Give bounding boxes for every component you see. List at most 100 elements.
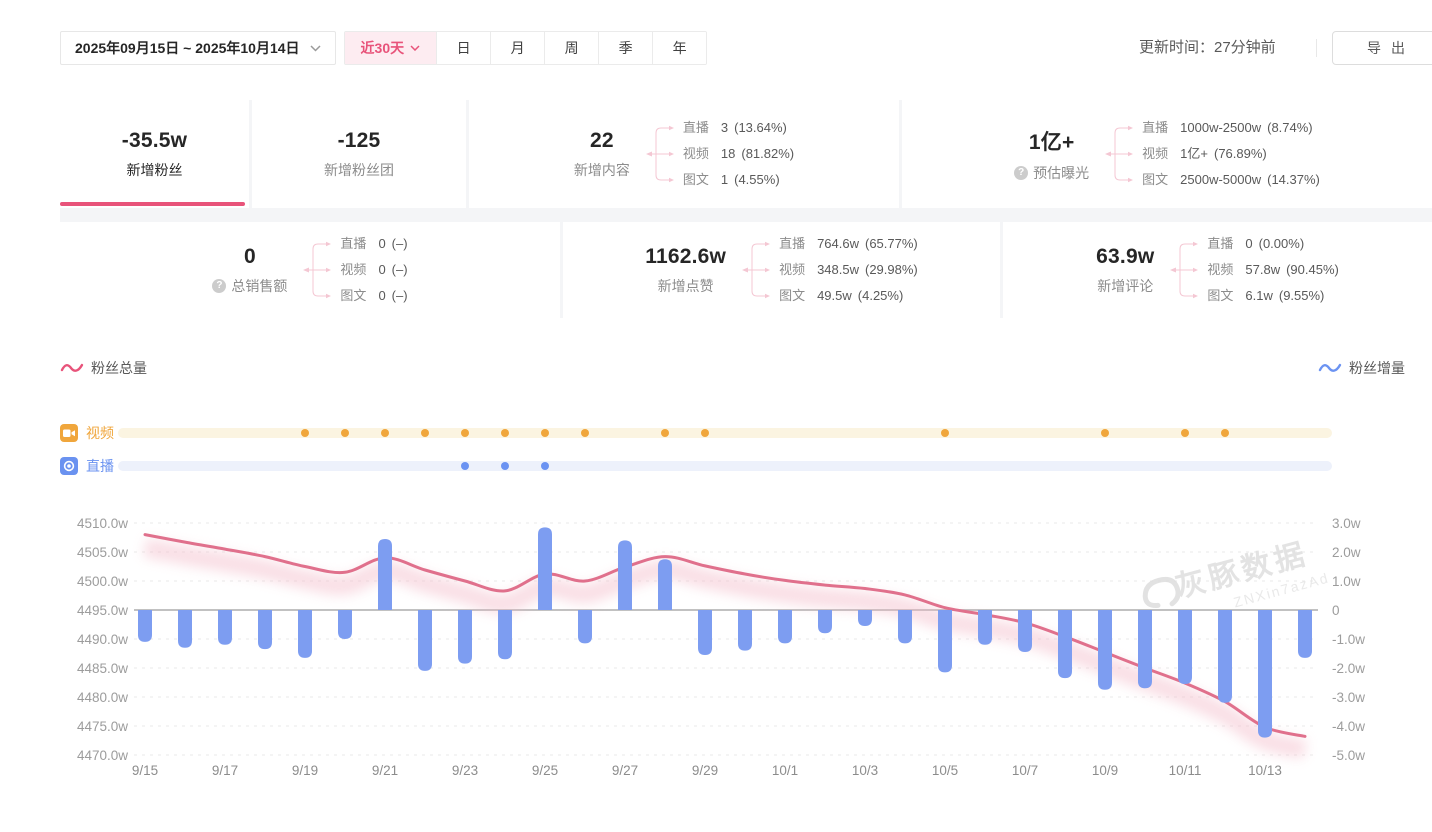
breakdown-value: 764.6w [817, 236, 859, 251]
stat-card-new-comments[interactable]: 63.9w 新增评论 直播 0 (0.00%) 视频 57.8w (90.45%) 图文 6.… [1003, 222, 1432, 318]
breakdown-row: 视频 18 (81.82%) [683, 141, 794, 167]
svg-text:10/1: 10/1 [772, 763, 798, 778]
breakdown-name: 直播 [1142, 120, 1169, 135]
tab-period-月[interactable]: 月 [490, 32, 545, 64]
stat-card-new-content[interactable]: 22 新增内容 直播 3 (13.64%) 视频 18 (81.82%) 图文 1 (4.55%… [469, 100, 899, 208]
live-event-dot[interactable] [461, 462, 469, 470]
svg-text:4490.0w: 4490.0w [77, 632, 128, 647]
svg-text:9/25: 9/25 [532, 763, 558, 778]
breakdown: 直播 3 (13.64%) 视频 18 (81.82%) 图文 1 (4.55%) [645, 115, 794, 193]
breakdown-connector [303, 241, 332, 299]
stat-card-new-fans[interactable]: -35.5w 新增粉丝 [60, 100, 249, 208]
breakdown-rows: 直播 0 (–) 视频 0 (–) 图文 0 (–) [340, 231, 407, 309]
live-timeline-track[interactable] [118, 461, 1332, 471]
stat-value: -125 [337, 128, 381, 152]
video-event-dot[interactable] [301, 429, 309, 437]
video-event-dot[interactable] [661, 429, 669, 437]
legend-total-fans[interactable]: 粉丝总量 [60, 358, 147, 378]
video-event-dot[interactable] [461, 429, 469, 437]
grid-lines [134, 522, 1318, 756]
date-range-text: 2025年09月15日 ~ 2025年10月14日 [75, 40, 300, 56]
breakdown-name: 视频 [1207, 262, 1234, 277]
increment-bar [1218, 610, 1232, 703]
video-event-dot[interactable] [541, 429, 549, 437]
stat-card-estimated-exposure[interactable]: 1亿+ ? 预估曝光 直播 1000w-2500w (8.74%) 视频 1亿+ (76.… [902, 100, 1432, 208]
breakdown-name: 图文 [682, 172, 709, 187]
live-event-dot[interactable] [501, 462, 509, 470]
help-icon[interactable]: ? [1014, 165, 1029, 180]
increment-bar [458, 610, 472, 664]
video-event-dot[interactable] [421, 429, 429, 437]
stat-card-new-fanclub[interactable]: -125 新增粉丝团 [252, 100, 466, 208]
breakdown-value: 18 [720, 146, 736, 161]
stat-value: 1162.6w [645, 244, 727, 268]
increment-bar [258, 610, 272, 650]
live-event-dot[interactable] [541, 462, 549, 470]
svg-text:-5.0w: -5.0w [1332, 748, 1365, 763]
video-event-dot[interactable] [1101, 429, 1109, 437]
breakdown-pct: (9.55%) [1278, 288, 1325, 303]
breakdown-pct: (4.25%) [857, 288, 904, 303]
svg-text:10/11: 10/11 [1169, 763, 1202, 778]
video-event-dot[interactable] [581, 429, 589, 437]
tab-period-季[interactable]: 季 [598, 32, 653, 64]
quick-range-near30days[interactable]: 近30天 [344, 32, 437, 64]
breakdown-value: 1亿+ [1180, 146, 1208, 161]
video-timeline-track[interactable] [118, 428, 1332, 438]
tab-period-周[interactable]: 周 [544, 32, 599, 64]
breakdown-pct: (4.55%) [734, 172, 780, 187]
tab-period-年[interactable]: 年 [652, 32, 707, 64]
tab-period-日[interactable]: 日 [436, 32, 491, 64]
breakdown-row: 图文 0 (–) [340, 283, 407, 309]
svg-text:4495.0w: 4495.0w [77, 603, 128, 618]
breakdown-name: 图文 [779, 288, 806, 303]
video-event-dot[interactable] [1181, 429, 1189, 437]
svg-text:-3.0w: -3.0w [1332, 690, 1365, 705]
stat-label: 新增内容 [573, 161, 630, 178]
increment-bars [138, 527, 1312, 738]
breakdown-pct: (0.00%) [1258, 236, 1305, 251]
date-range-selector[interactable]: 2025年09月15日 ~ 2025年10月14日 [60, 31, 336, 65]
legend-label: 粉丝总量 [91, 360, 147, 376]
svg-text:4510.0w: 4510.0w [77, 516, 128, 531]
stat-card-total-sales[interactable]: 0 ? 总销售额 直播 0 (–) 视频 0 (–) 图文 0 (–) [60, 222, 560, 318]
breakdown-name: 视频 [1142, 146, 1169, 161]
stat-label: 新增评论 [1097, 277, 1154, 294]
breakdown-row: 图文 2500w-5000w (14.37%) [1142, 167, 1320, 193]
breakdown-pct: (29.98%) [865, 262, 918, 277]
increment-bar [738, 610, 752, 651]
breakdown-value: 348.5w [817, 262, 859, 277]
stat-value: 1亿+ [1028, 130, 1075, 154]
video-event-dot[interactable] [701, 429, 709, 437]
video-event-dot[interactable] [941, 429, 949, 437]
breakdown-row: 直播 764.6w (65.77%) [779, 231, 918, 257]
breakdown-name: 图文 [340, 288, 367, 303]
breakdown-value: 0 [378, 262, 386, 277]
increment-bar [298, 610, 312, 658]
stat-card-new-likes[interactable]: 1162.6w 新增点赞 直播 764.6w (65.77%) 视频 348.5w (29… [563, 222, 1000, 318]
live-icon [60, 457, 78, 475]
breakdown: 直播 0 (0.00%) 视频 57.8w (90.45%) 图文 6.1w (9.55%) [1170, 231, 1339, 309]
line-band [143, 538, 1308, 759]
increment-bar [898, 610, 912, 644]
svg-text:1.0w: 1.0w [1332, 574, 1361, 589]
svg-text:9/27: 9/27 [612, 763, 638, 778]
video-icon [60, 424, 78, 442]
video-event-dot[interactable] [381, 429, 389, 437]
fans-trend-chart[interactable]: 4510.0w 4505.0w 4500.0w 4495.0w 4490.0w 4485.… [0, 490, 1432, 802]
video-event-dot[interactable] [341, 429, 349, 437]
video-event-dot[interactable] [501, 429, 509, 437]
breakdown-row: 直播 0 (–) [340, 231, 407, 257]
breakdown-rows: 直播 3 (13.64%) 视频 18 (81.82%) 图文 1 (4.55%) [683, 115, 794, 193]
help-icon[interactable]: ? [212, 278, 227, 293]
video-event-dot[interactable] [1221, 429, 1229, 437]
breakdown: 直播 764.6w (65.77%) 视频 348.5w (29.98%) 图文 49.5w (… [742, 231, 918, 309]
breakdown-value: 1000w-2500w [1180, 120, 1262, 135]
legend-fan-increment[interactable]: 粉丝增量 [1318, 358, 1405, 378]
increment-bar [1058, 610, 1072, 679]
blue-wave-icon [1318, 363, 1342, 372]
stat-label-text: 总销售额 [231, 277, 288, 294]
breakdown-value: 57.8w [1245, 262, 1281, 277]
export-button[interactable]: 导出 [1332, 31, 1432, 65]
svg-text:-1.0w: -1.0w [1332, 632, 1365, 647]
